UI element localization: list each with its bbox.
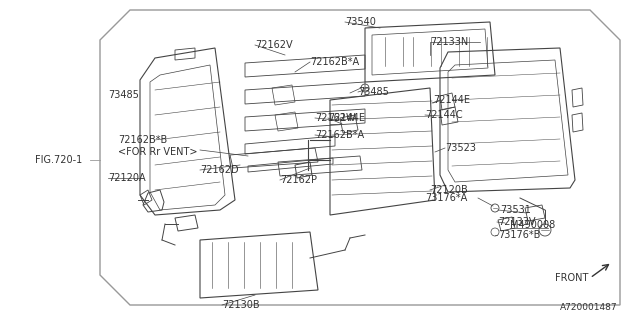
Text: <FOR Rr VENT>: <FOR Rr VENT> — [118, 147, 198, 157]
Text: 72133V: 72133V — [498, 217, 536, 227]
Text: 72162D: 72162D — [200, 165, 239, 175]
Text: 73523: 73523 — [445, 143, 476, 153]
Text: FRONT: FRONT — [555, 273, 588, 283]
Text: 72144E: 72144E — [433, 95, 470, 105]
Text: 73540: 73540 — [345, 17, 376, 27]
Text: FIG.720-1: FIG.720-1 — [35, 155, 83, 165]
Text: 72144C: 72144C — [425, 110, 463, 120]
Text: 72162B*A: 72162B*A — [315, 130, 364, 140]
Text: 72130B: 72130B — [222, 300, 260, 310]
Text: 73176*B: 73176*B — [498, 230, 540, 240]
Text: 72133N: 72133N — [430, 37, 468, 47]
Text: 72162B*B: 72162B*B — [118, 135, 167, 145]
Text: A720001487: A720001487 — [561, 303, 618, 312]
Text: M490008: M490008 — [510, 220, 556, 230]
Text: 72162B*A: 72162B*A — [310, 57, 359, 67]
Text: 72120A: 72120A — [108, 173, 146, 183]
Text: 73531: 73531 — [500, 205, 531, 215]
Text: 72162W: 72162W — [315, 113, 356, 123]
Text: 73176*A: 73176*A — [425, 193, 467, 203]
Text: 72120B: 72120B — [430, 185, 468, 195]
Text: 73485: 73485 — [108, 90, 139, 100]
Text: 72162V: 72162V — [255, 40, 292, 50]
Text: 72162P: 72162P — [280, 175, 317, 185]
Text: 72144E: 72144E — [328, 113, 365, 123]
Text: 73485: 73485 — [358, 87, 389, 97]
